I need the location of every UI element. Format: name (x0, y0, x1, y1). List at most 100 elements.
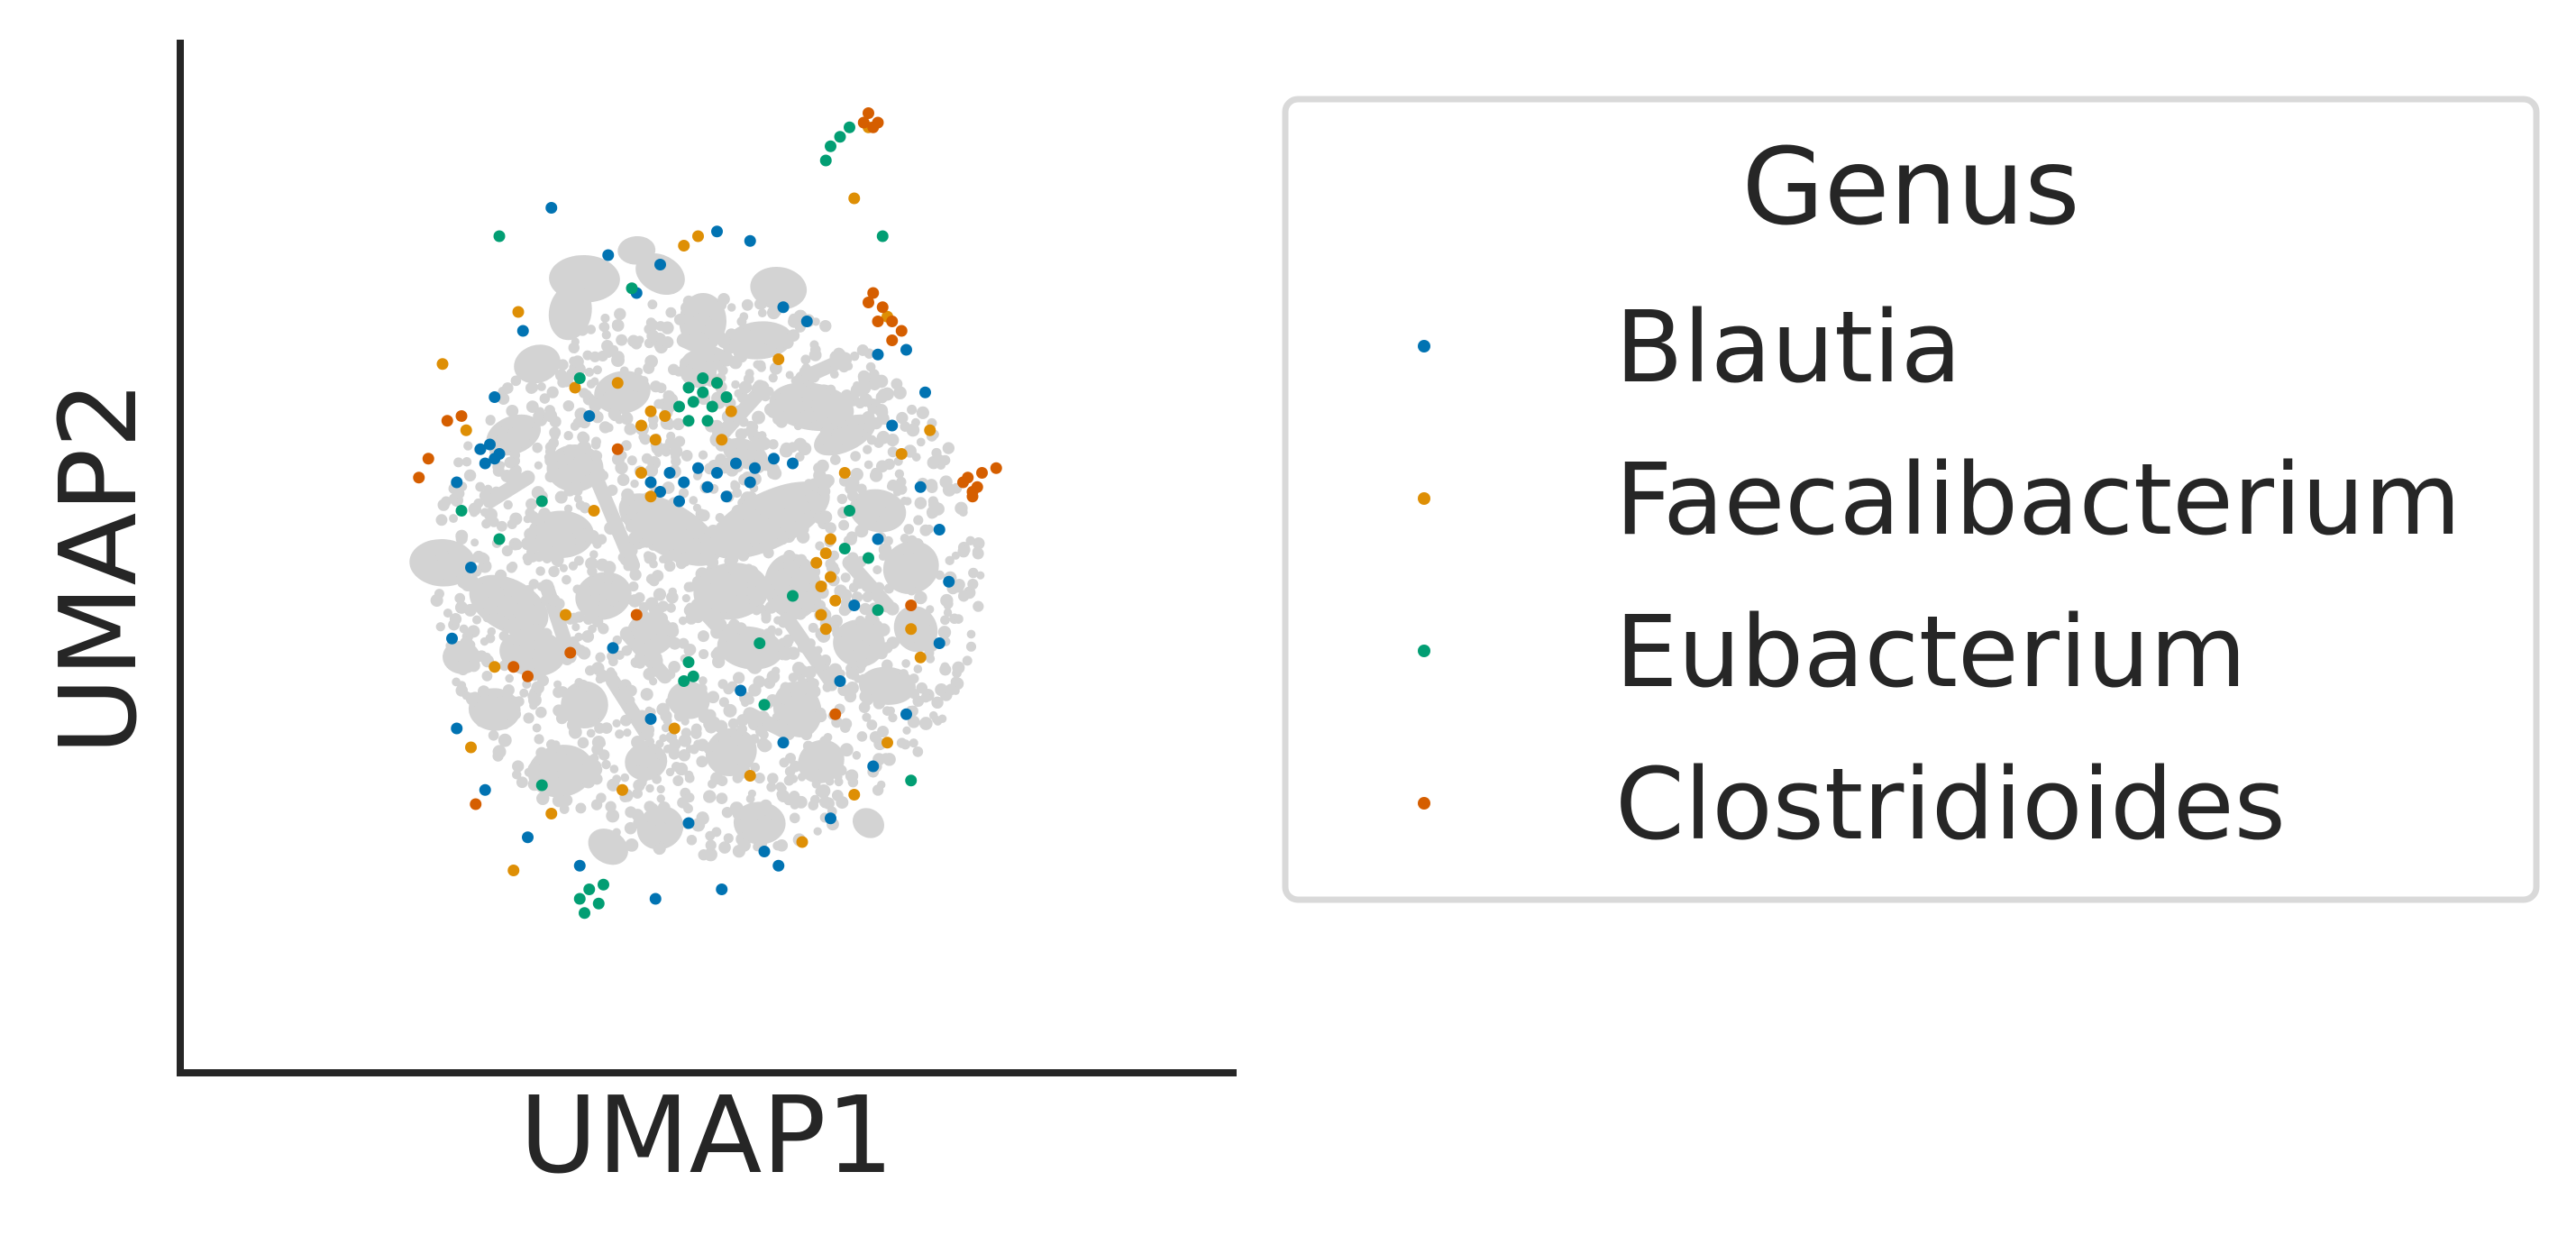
background-point (662, 336, 674, 349)
background-point (602, 502, 615, 516)
background-point (676, 335, 686, 344)
background-point (810, 400, 820, 410)
background-point (838, 475, 851, 487)
background-point (783, 638, 793, 648)
background-point (850, 451, 861, 462)
background-point (612, 358, 622, 367)
x-axis-label: UMAP1 (519, 1073, 893, 1197)
data-point-faecalibacterium (668, 722, 681, 735)
background-point (674, 522, 688, 536)
background-point (699, 552, 708, 562)
data-point-clostridioides (966, 490, 979, 503)
background-point (856, 658, 868, 670)
background-point (549, 359, 558, 368)
background-point (527, 693, 542, 708)
background-point (665, 697, 675, 707)
background-point (549, 416, 562, 428)
background-point (866, 435, 877, 445)
background-point (685, 745, 695, 754)
background-point (736, 316, 747, 327)
background-point (797, 762, 807, 771)
background-point (581, 630, 595, 643)
background-point (759, 799, 772, 812)
background-point (529, 657, 541, 669)
background-point (888, 712, 898, 723)
background-point (913, 515, 924, 526)
background-point (698, 509, 710, 522)
background-point (629, 390, 639, 400)
background-point (556, 746, 568, 758)
background-point (731, 744, 740, 754)
background-point (631, 809, 644, 821)
background-point (591, 743, 604, 755)
background-point (512, 770, 522, 780)
background-point (744, 744, 755, 755)
background-point (535, 407, 545, 417)
data-point-blautia (446, 632, 458, 645)
background-point (600, 313, 610, 324)
background-point (893, 386, 907, 400)
background-point (758, 343, 769, 354)
background-point (463, 441, 473, 451)
background-point (461, 691, 471, 700)
background-point (696, 682, 708, 695)
background-point (571, 337, 580, 346)
background-point (804, 479, 814, 489)
background-point (550, 646, 562, 659)
legend-marker-blautia (1418, 340, 1430, 352)
background-point (573, 555, 584, 566)
background-point (665, 624, 680, 638)
background-point (887, 446, 899, 458)
background-point (825, 522, 836, 535)
background-point (699, 648, 709, 660)
background-point (665, 731, 678, 744)
background-point (723, 683, 735, 695)
background-point (637, 773, 649, 783)
background-point (926, 605, 935, 614)
background-point (797, 642, 808, 654)
background-point (764, 600, 778, 614)
background-point (854, 524, 869, 538)
background-point (556, 466, 568, 479)
background-point (546, 386, 559, 398)
background-point (787, 619, 798, 630)
data-point-eubacterium (455, 505, 468, 517)
background-point (873, 620, 883, 630)
data-point-eubacterium (706, 400, 718, 413)
background-point (625, 684, 637, 697)
background-point (705, 830, 716, 841)
background-point (855, 615, 865, 626)
background-point (656, 784, 665, 794)
background-point (579, 597, 593, 610)
background-point (729, 757, 739, 767)
data-point-eubacterium (758, 699, 771, 711)
background-point (756, 362, 766, 372)
background-point (717, 600, 731, 614)
legend-title: Genus (1741, 124, 2079, 249)
background-point (588, 624, 597, 634)
background-point (523, 712, 534, 724)
background-point (648, 575, 660, 587)
background-point (434, 589, 444, 600)
background-point (829, 370, 839, 380)
data-point-eubacterium (844, 121, 855, 133)
data-point-blautia (777, 737, 790, 749)
background-point (633, 512, 645, 525)
background-point (625, 838, 639, 852)
background-point (502, 607, 514, 618)
data-point-clostridioides (957, 476, 969, 489)
background-point (714, 536, 724, 545)
background-point (735, 846, 745, 856)
background-point (470, 538, 480, 547)
background-point (605, 801, 617, 812)
data-point-faecalibacterium (895, 448, 908, 460)
background-point (903, 524, 915, 535)
background-point (491, 587, 506, 600)
background-point (752, 410, 765, 425)
background-point (757, 815, 771, 828)
background-point (780, 682, 791, 693)
background-point (912, 746, 924, 757)
background-point (598, 322, 608, 332)
background-point (738, 417, 749, 427)
data-point-blautia (479, 783, 491, 796)
